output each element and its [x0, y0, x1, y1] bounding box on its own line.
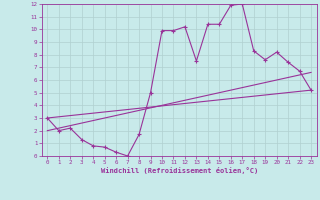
- X-axis label: Windchill (Refroidissement éolien,°C): Windchill (Refroidissement éolien,°C): [100, 167, 258, 174]
